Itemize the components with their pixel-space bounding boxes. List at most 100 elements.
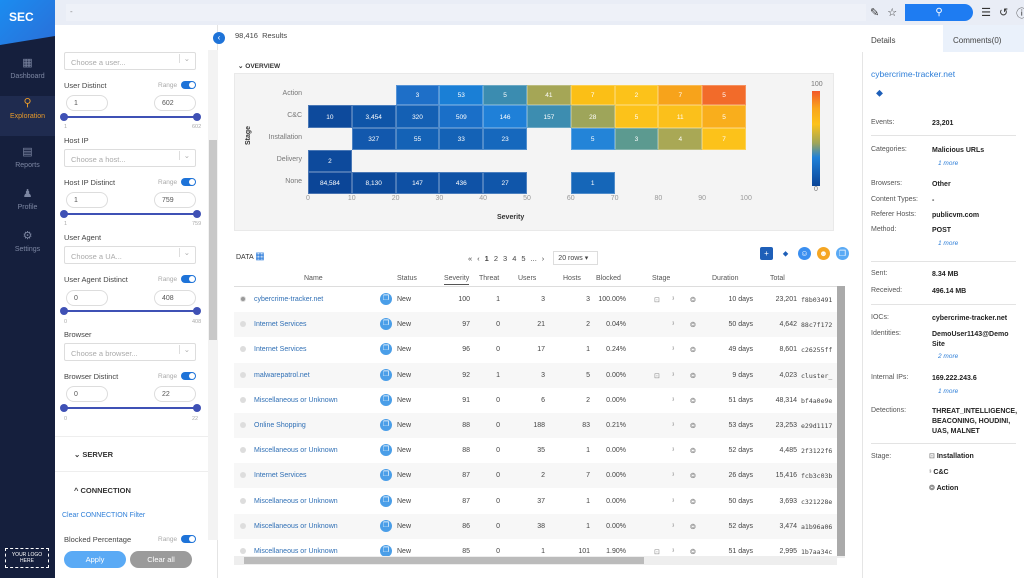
heatmap-cell[interactable]: 8,130 — [351, 172, 396, 194]
row-radio[interactable] — [240, 321, 246, 328]
row-name-link[interactable]: Internet Services — [254, 346, 307, 354]
skull-icon[interactable]: ☻ — [817, 247, 830, 260]
heatmap-cell[interactable]: 84,584 — [308, 172, 352, 194]
blocked-range-toggle[interactable] — [181, 535, 196, 543]
user-distinct-range-toggle[interactable] — [181, 81, 196, 89]
first-page-button[interactable]: « — [468, 253, 473, 263]
row-radio[interactable] — [240, 497, 246, 504]
heatmap-cell[interactable]: 4 — [658, 128, 703, 150]
heatmap-cell[interactable]: 10 — [308, 105, 352, 128]
rows-per-page-select[interactable]: 20 rows ▾ — [553, 251, 599, 265]
heatmap-cell[interactable]: 11 — [658, 105, 703, 128]
row-radio[interactable] — [240, 371, 246, 378]
table-row[interactable]: Miscellaneous or Unknown ❐ New 86 0 38 1 0.00% 5… — [234, 513, 837, 539]
nav-settings[interactable]: ⚙ Settings — [0, 229, 55, 269]
heatmap-cell[interactable]: 5 — [702, 105, 746, 128]
nav-exploration[interactable]: ⚲ Exploration — [0, 96, 55, 136]
col-total[interactable]: Total — [770, 275, 785, 282]
prev-page-button[interactable]: ‹ — [477, 253, 480, 263]
table-row[interactable]: cybercrime-tracker.net ❐ New 100 1 3 3 100.00% 1… — [234, 287, 837, 312]
page-5[interactable]: 5 — [521, 253, 526, 263]
heatmap-cell[interactable]: 320 — [395, 105, 440, 128]
brand-logo[interactable]: SEC — [0, 0, 55, 45]
page-3[interactable]: 3 — [503, 253, 508, 263]
row-radio[interactable] — [240, 472, 246, 479]
row-name-link[interactable]: Miscellaneous or Unknown — [254, 396, 338, 404]
col-blocked[interactable]: Blocked — [596, 275, 621, 282]
heatmap-cell[interactable]: 327 — [351, 128, 396, 150]
table-row[interactable]: Online Shopping ❐ New 88 0 188 83 0.21% 53 days 2… — [234, 413, 837, 438]
row-radio[interactable] — [240, 447, 246, 454]
host-distinct-max-input[interactable]: 759 — [154, 192, 196, 208]
nav-reports[interactable]: ▤ Reports — [0, 145, 55, 185]
row-name-link[interactable]: Internet Services — [254, 472, 307, 480]
heatmap-cell[interactable]: 55 — [395, 128, 440, 150]
table-row[interactable]: Miscellaneous or Unknown ❐ New 91 0 6 2 0.00% 51… — [234, 387, 837, 413]
row-name-link[interactable]: Miscellaneous or Unknown — [254, 497, 338, 505]
star-icon[interactable]: ☆ — [887, 7, 898, 19]
help-icon[interactable]: ⓘ — [1016, 7, 1024, 20]
row-name-link[interactable]: Miscellaneous or Unknown — [254, 447, 338, 455]
table-vertical-scroll-thumb[interactable] — [837, 286, 845, 556]
heatmap-cell[interactable]: 27 — [483, 172, 527, 194]
heatmap-cell[interactable]: 146 — [483, 105, 527, 128]
internal-ips-more-link[interactable]: 1 more — [938, 388, 959, 395]
host-distinct-slider[interactable] — [60, 210, 201, 218]
categories-more-link[interactable]: 1 more — [938, 160, 959, 167]
row-name-link[interactable]: Miscellaneous or Unknown — [254, 548, 338, 555]
row-radio[interactable] — [240, 548, 246, 554]
browser-distinct-max-input[interactable]: 22 — [154, 386, 196, 402]
row-name-link[interactable]: Online Shopping — [254, 422, 306, 429]
nav-dashboard[interactable]: ▦ Dashboard — [0, 56, 55, 96]
ua-distinct-slider[interactable] — [60, 307, 201, 315]
heatmap-cell[interactable]: 7 — [658, 85, 703, 105]
heatmap-cell[interactable]: 28 — [570, 105, 615, 128]
next-page-button[interactable]: › — [541, 253, 545, 263]
col-duration[interactable]: Duration — [712, 275, 739, 282]
user-bot-icon[interactable]: ☺ — [798, 247, 811, 260]
heatmap-cell[interactable]: 5 — [570, 128, 615, 150]
details-title[interactable]: cybercrime-tracker.net — [871, 69, 956, 79]
browser-distinct-slider[interactable] — [60, 404, 201, 412]
heatmap-cell[interactable]: 3 — [614, 128, 659, 150]
page-2[interactable]: 2 — [493, 253, 499, 263]
col-hosts[interactable]: Hosts — [563, 275, 581, 282]
collapse-filters-icon[interactable]: ‹ — [213, 32, 225, 44]
page-1[interactable]: 1 — [484, 253, 489, 263]
host-distinct-min-input[interactable]: 1 — [66, 192, 108, 208]
case-icon[interactable]: + — [760, 247, 773, 260]
clear-connection-filter-link[interactable]: Clear CONNECTION Filter — [62, 512, 146, 519]
clear-all-button[interactable]: Clear all — [130, 551, 192, 568]
user-distinct-min-input[interactable]: 1 — [66, 95, 108, 111]
user-distinct-slider[interactable] — [60, 113, 201, 121]
heatmap-cell[interactable]: 5 — [483, 85, 527, 105]
table-row[interactable]: Miscellaneous or Unknown ❐ New 87 0 37 1 0.00% 5… — [234, 488, 837, 514]
heatmap-cell[interactable]: 436 — [439, 172, 484, 194]
row-radio[interactable] — [240, 422, 246, 428]
table-row[interactable]: Internet Services ❐ New 87 0 2 7 0.00% 26 days 15… — [234, 463, 837, 489]
host-ip-select[interactable]: Choose a host... — [64, 149, 196, 167]
col-users[interactable]: Users — [518, 275, 537, 282]
method-more-link[interactable]: 1 more — [938, 240, 959, 247]
ua-distinct-max-input[interactable]: 408 — [154, 290, 196, 306]
grid-view-icon[interactable]: ▦ — [255, 251, 265, 262]
edit-icon[interactable]: ✎ — [870, 7, 880, 19]
table-row[interactable]: Internet Services ❐ New 96 0 17 1 0.24% 49 days 8… — [234, 337, 837, 363]
host-distinct-range-toggle[interactable] — [181, 178, 196, 186]
user-select[interactable]: Choose a user... — [64, 52, 196, 70]
heatmap-cell[interactable]: 2 — [614, 85, 659, 105]
row-radio[interactable] — [240, 396, 246, 403]
user-agent-select[interactable]: Choose a UA... — [64, 246, 196, 264]
table-row[interactable]: Internet Services ❐ New 97 0 21 2 0.04% 50 days 4… — [234, 312, 837, 338]
list-icon[interactable]: ☰ — [981, 7, 991, 19]
table-row[interactable]: Miscellaneous or Unknown ❐ New 88 0 35 1 0.00% 5… — [234, 438, 837, 464]
browser-distinct-range-toggle[interactable] — [181, 372, 196, 380]
copy-icon[interactable]: ❐ — [836, 247, 849, 260]
heatmap-cell[interactable]: 5 — [702, 85, 746, 105]
row-radio[interactable] — [240, 346, 246, 353]
col-severity[interactable]: Severity — [444, 275, 470, 285]
nav-profile[interactable]: ♟ Profile — [0, 187, 55, 227]
page-4[interactable]: 4 — [512, 253, 517, 263]
row-radio[interactable] — [240, 522, 246, 529]
row-name-link[interactable]: Internet Services — [254, 321, 307, 329]
